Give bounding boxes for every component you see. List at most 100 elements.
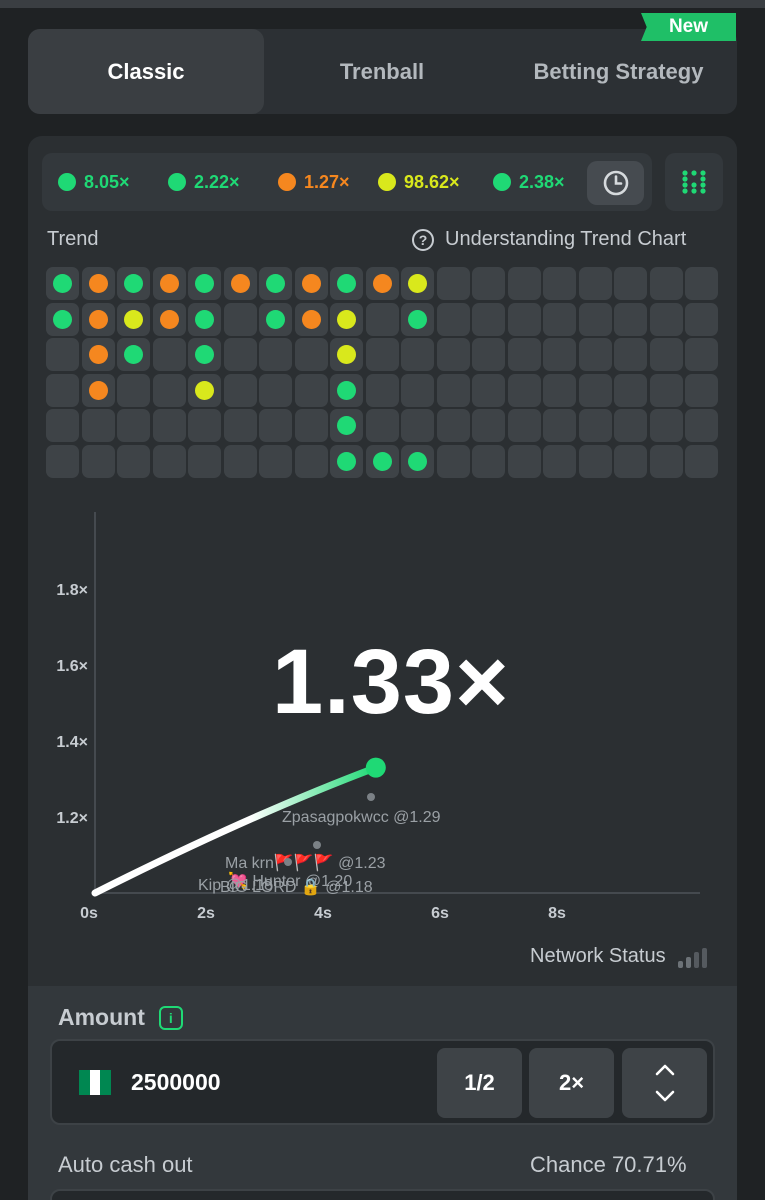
trend-cell: [81, 267, 115, 300]
trend-help-label: Understanding Trend Chart: [445, 228, 687, 250]
trend-cell: [543, 409, 576, 442]
trend-cell: [401, 444, 434, 478]
trend-cell: [259, 409, 292, 442]
trend-cell: [46, 302, 79, 336]
amount-label: Amount: [58, 1004, 145, 1030]
trend-dot: [53, 274, 72, 293]
trend-cell: [472, 444, 505, 478]
trend-cell: [472, 267, 505, 300]
curve-head: [365, 757, 386, 778]
tab-classic[interactable]: Classic: [28, 29, 264, 114]
trend-cell: [472, 409, 505, 442]
chance-label: Chance 70.71%: [530, 1152, 687, 1177]
currency-flag-icon: [79, 1070, 112, 1095]
question-circle-icon: ?: [412, 228, 434, 251]
trend-cell: [649, 302, 683, 336]
trend-cell: [294, 302, 328, 336]
trend-cell: [685, 338, 718, 371]
trend-cell: [401, 302, 434, 336]
trend-cell: [614, 444, 647, 478]
trend-cell: [46, 338, 79, 371]
trend-dot: [337, 416, 356, 435]
network-status-label: Network Status: [530, 945, 666, 967]
trend-dot: [266, 309, 285, 329]
auto-cash-out-field[interactable]: [50, 1189, 715, 1200]
info-icon[interactable]: i: [158, 1005, 183, 1030]
trend-dot: [337, 451, 356, 471]
status-dot: [58, 173, 76, 191]
trend-cell: [578, 409, 612, 442]
history-item[interactable]: 2.38×: [493, 153, 565, 211]
trend-cell: [685, 373, 718, 407]
trend-cell: [117, 302, 150, 336]
trend-cell: [436, 373, 470, 407]
trend-cell: [294, 338, 328, 371]
trend-cell: [578, 373, 612, 407]
double-button[interactable]: 2×: [529, 1048, 614, 1118]
dot-grid-icon: [682, 170, 706, 194]
trend-dot: [337, 380, 356, 400]
trend-cell: [436, 302, 470, 336]
history-value: 2.22×: [194, 171, 240, 192]
trend-dot: [88, 380, 108, 400]
trend-cell: [649, 338, 683, 371]
trend-dot: [337, 274, 356, 293]
trend-cell: [365, 267, 399, 300]
cashout-dot: [284, 858, 292, 866]
trend-dot: [337, 309, 356, 329]
trend-dot: [408, 309, 427, 329]
trend-cell: [188, 444, 221, 478]
cashout-label: BIG LORD 🔒 @1.18: [220, 878, 373, 896]
mode-tabs: Classic Trenball Betting Strategy: [28, 29, 737, 114]
trend-cell: [685, 302, 718, 336]
trend-toggle-button[interactable]: [665, 153, 723, 211]
status-dot: [278, 173, 296, 191]
trend-dot: [159, 274, 179, 293]
trend-cell: [223, 302, 257, 336]
trend-cell: [223, 409, 257, 442]
trend-dot: [124, 345, 143, 364]
trend-cell: [401, 267, 434, 300]
tab-trenball[interactable]: Trenball: [339, 58, 425, 84]
trend-cell: [152, 373, 186, 407]
history-item[interactable]: 8.05×: [58, 153, 130, 211]
trend-dot: [337, 345, 356, 364]
trend-grid: [46, 267, 718, 478]
trend-help-link[interactable]: ? Understanding Trend Chart: [412, 228, 686, 251]
x-tick-label: 8s: [548, 905, 566, 922]
trend-cell: [685, 444, 718, 478]
trend-cell: [578, 444, 612, 478]
trend-cell: [117, 267, 150, 300]
amount-field[interactable]: 2500000 1/2 2×: [50, 1039, 715, 1125]
history-item[interactable]: 1.27×: [278, 153, 350, 211]
network-status: Network Status: [530, 945, 707, 968]
trend-cell: [46, 267, 79, 300]
tab-betting-strategy[interactable]: Betting Strategy: [533, 58, 704, 84]
auto-cash-out-label: Auto cash out: [58, 1152, 193, 1177]
cashout-dot: [313, 841, 321, 849]
half-button[interactable]: 1/2: [437, 1048, 522, 1118]
cashout-dot: [367, 793, 375, 801]
trend-cell: [365, 338, 399, 371]
trend-cell: [294, 409, 328, 442]
y-tick-label: 1.8×: [56, 582, 88, 599]
trend-dot: [408, 274, 427, 293]
amount-range-button[interactable]: [622, 1048, 707, 1118]
trend-cell: [117, 373, 150, 407]
amount-input[interactable]: 2500000: [131, 1069, 221, 1095]
multiplier-chart: 1.8× 1.6× 1.4× 1.2× 0s 2s 4s 6s 8s Zpasagpokwcc…: [56, 512, 700, 922]
trend-cell: [330, 338, 363, 371]
trend-dot: [124, 274, 143, 293]
trend-cell: [223, 373, 257, 407]
trend-cell: [543, 302, 576, 336]
history-item[interactable]: 2.22×: [168, 153, 240, 211]
trend-cell: [649, 409, 683, 442]
clock-icon: [603, 170, 628, 196]
trend-cell: [188, 302, 221, 336]
trend-cell: [330, 409, 363, 442]
history-button[interactable]: [587, 161, 644, 205]
x-tick-label: 2s: [197, 905, 215, 922]
history-item[interactable]: 98.62×: [378, 153, 460, 211]
x-tick-label: 0s: [80, 905, 98, 922]
trend-cell: [436, 267, 470, 300]
